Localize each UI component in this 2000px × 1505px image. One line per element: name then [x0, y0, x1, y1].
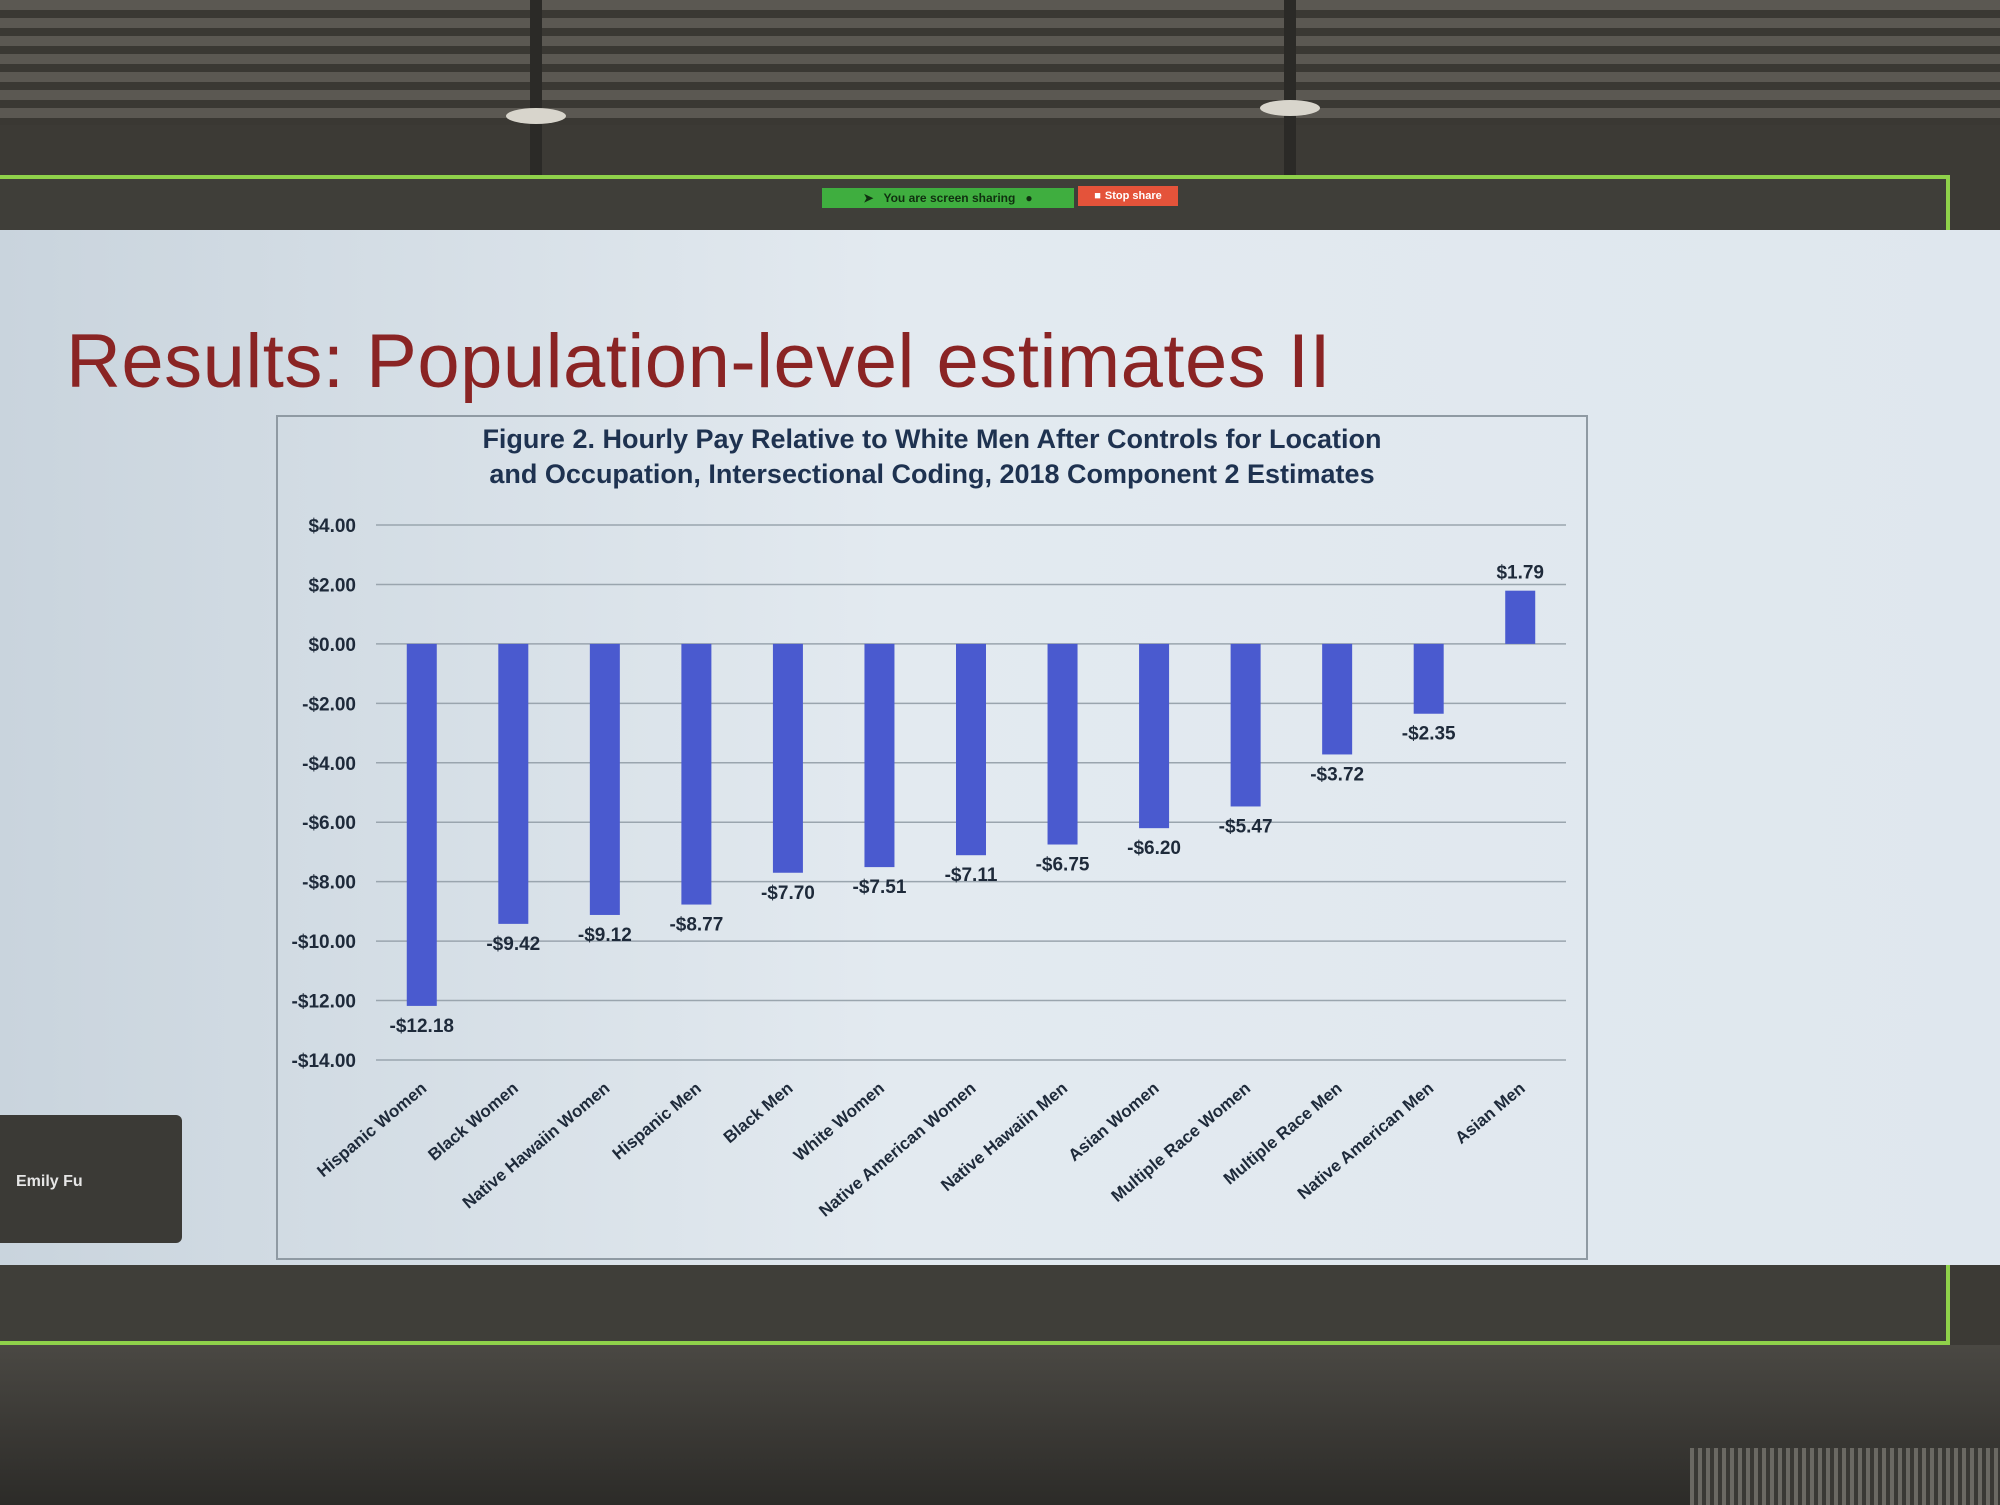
y-tick-label: -$4.00 — [302, 754, 356, 775]
bar — [772, 643, 803, 873]
data-label: -$8.77 — [669, 915, 723, 936]
y-tick-label: $2.00 — [308, 575, 356, 596]
data-label: -$7.11 — [945, 865, 998, 886]
data-label: -$7.51 — [853, 877, 907, 898]
data-label: -$6.75 — [1036, 855, 1090, 876]
x-tick-label: Hispanic Men — [609, 1079, 705, 1164]
screen-sharing-status-bar[interactable]: ➤ You are screen sharing ● — [822, 188, 1074, 208]
bar — [864, 643, 895, 868]
stop-share-button[interactable]: ■ Stop share — [1078, 186, 1178, 206]
chart-border — [276, 415, 1588, 1260]
bar — [406, 643, 437, 1006]
data-label: -$9.42 — [486, 934, 540, 955]
x-tick-label: Asian Men — [1451, 1079, 1528, 1148]
bar — [1505, 590, 1536, 644]
data-label: -$6.20 — [1127, 838, 1181, 859]
data-label: $1.79 — [1496, 563, 1544, 584]
bar-chart: Figure 2. Hourly Pay Relative to White M… — [292, 424, 1566, 1221]
y-tick-label: -$6.00 — [302, 813, 356, 834]
x-tick-label: Native American Women — [815, 1079, 979, 1221]
data-label: -$7.70 — [761, 883, 815, 904]
data-label: -$5.47 — [1219, 816, 1273, 837]
stop-icon: ■ — [1094, 190, 1101, 202]
bar — [956, 643, 986, 856]
y-tick-label: -$2.00 — [302, 694, 356, 715]
light-fixture-stem — [1284, 0, 1296, 185]
stop-share-label: Stop share — [1104, 190, 1162, 202]
x-tick-label: Native Hawaiin Women — [459, 1079, 614, 1213]
data-label: -$3.72 — [1310, 764, 1364, 785]
light-fixture-stem — [530, 0, 542, 185]
bar — [1413, 643, 1444, 714]
ceiling-background — [0, 0, 2000, 125]
light-fixture — [1260, 100, 1320, 116]
bars — [406, 590, 1536, 1006]
light-fixture — [506, 108, 566, 124]
share-info-icon[interactable]: ● — [1025, 191, 1033, 205]
bar — [1230, 643, 1261, 807]
x-tick-label: White Women — [790, 1079, 888, 1166]
x-tick-label: Black Men — [720, 1079, 797, 1148]
x-tick-label: Black Women — [425, 1079, 522, 1165]
y-tick-label: -$12.00 — [292, 992, 356, 1013]
bar — [498, 643, 529, 924]
y-tick-label: -$10.00 — [292, 932, 356, 953]
bar — [1322, 643, 1353, 755]
bar — [681, 643, 712, 905]
data-label: -$12.18 — [390, 1016, 454, 1037]
presenter-video-tile[interactable] — [0, 1115, 182, 1243]
room-floor — [0, 1345, 2000, 1505]
share-status-text: You are screen sharing — [883, 191, 1016, 205]
data-label: -$2.35 — [1402, 724, 1456, 745]
air-vent — [1690, 1448, 2000, 1505]
data-labels: -$12.18 -$9.42 -$9.12 -$8.77 -$7.70 -$7.51 -$7… — [390, 563, 1544, 1037]
slide-title: Results: Population-level estimates II — [66, 319, 1332, 404]
y-tick-label: $0.00 — [308, 635, 356, 656]
y-tick-label: -$14.00 — [292, 1051, 356, 1072]
y-axis: $4.00 $2.00 $0.00 -$2.00 -$4.00 -$6.00 -$8.00 -… — [292, 516, 356, 1072]
bar — [1139, 643, 1170, 829]
presenter-name: Emily Fu — [16, 1173, 83, 1190]
bar — [1047, 643, 1078, 845]
slide-area — [0, 230, 2000, 1265]
x-tick-label: Asian Women — [1065, 1079, 1163, 1166]
data-label: -$9.12 — [578, 925, 632, 946]
y-tick-label: $4.00 — [308, 516, 356, 537]
chart-title-line-2: and Occupation, Intersectional Coding, 2… — [489, 459, 1374, 489]
chart-title-line-1: Figure 2. Hourly Pay Relative to White M… — [482, 424, 1381, 454]
y-tick-label: -$8.00 — [302, 873, 356, 894]
share-arrow-icon: ➤ — [863, 191, 874, 205]
bar — [589, 643, 620, 915]
x-tick-label: Hispanic Women — [313, 1079, 430, 1181]
